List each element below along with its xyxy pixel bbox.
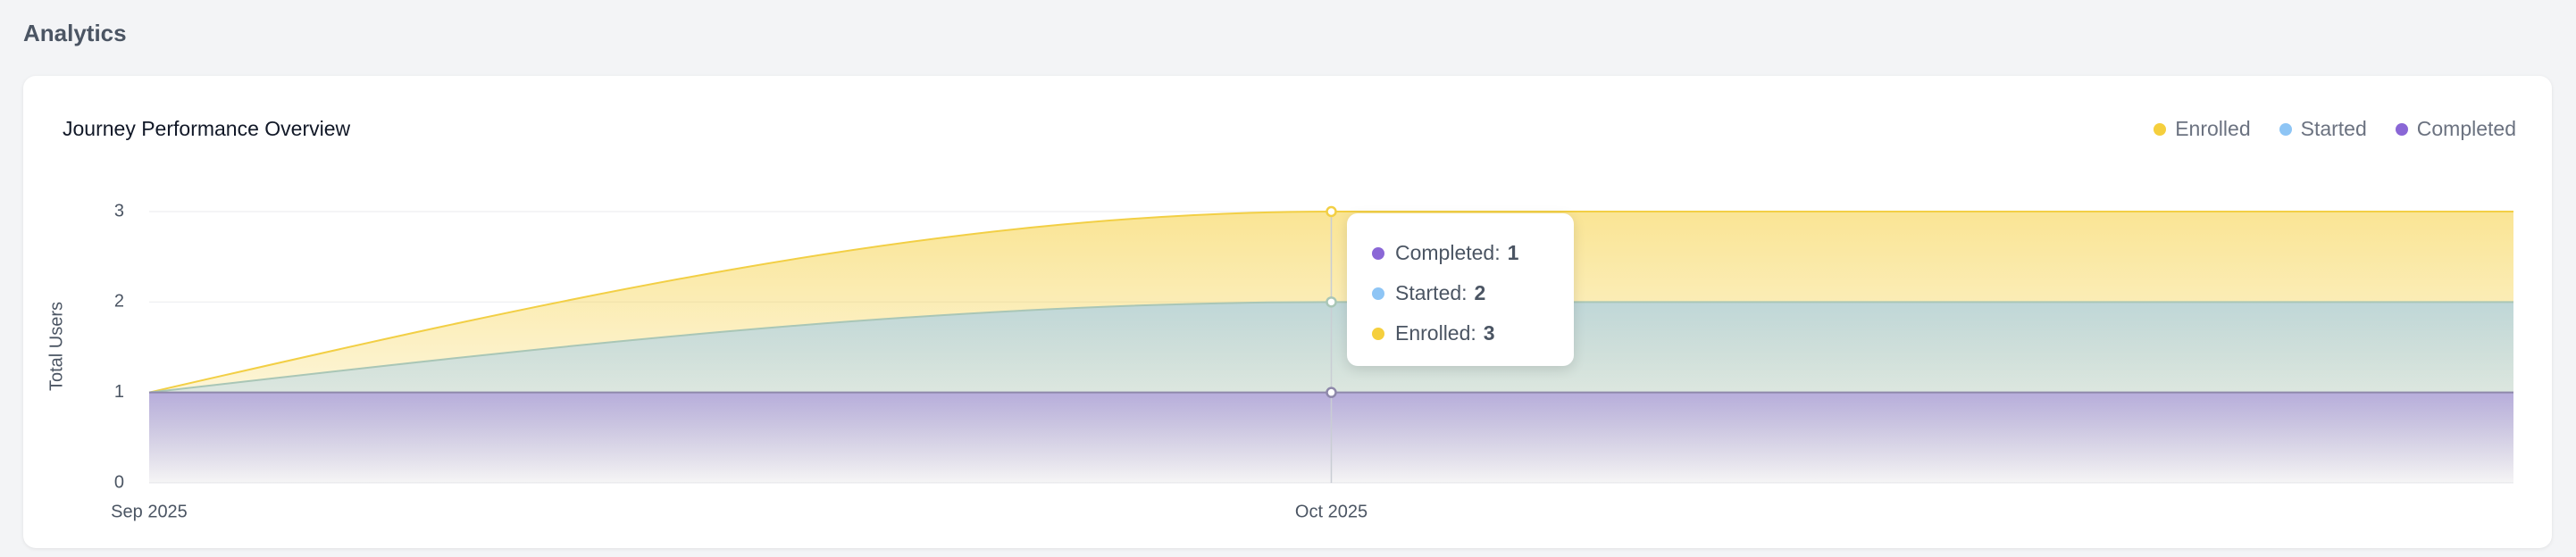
tooltip: Completed 1 Started 2 Enrolled 3 bbox=[1347, 213, 1574, 366]
x-tick-label: Oct 2025 bbox=[1295, 502, 1367, 521]
tooltip-value: 3 bbox=[1483, 321, 1495, 345]
tooltip-dot bbox=[1372, 246, 1384, 260]
tooltip-row: Started 2 bbox=[1372, 273, 1574, 313]
y-tick-label: 3 bbox=[114, 201, 124, 220]
legend-dot bbox=[2154, 122, 2167, 136]
tooltip-value: 2 bbox=[1474, 281, 1486, 304]
legend-label: Enrolled bbox=[2175, 117, 2251, 140]
tooltip-row: Completed 1 bbox=[1372, 233, 1574, 273]
tooltip-name: Enrolled bbox=[1395, 321, 1476, 345]
y-tick-label: 0 bbox=[114, 472, 124, 492]
legend-label: Completed bbox=[2416, 117, 2516, 140]
legend-item[interactable]: Enrolled bbox=[2154, 117, 2251, 141]
legend-dot bbox=[2279, 122, 2292, 136]
hover-point bbox=[1326, 296, 1337, 308]
legend[interactable]: Enrolled Started Completed bbox=[2154, 117, 2516, 141]
hover-point bbox=[1326, 387, 1337, 398]
legend-item[interactable]: Completed bbox=[2395, 117, 2516, 141]
page-title: Analytics bbox=[23, 20, 127, 46]
y-tick-label: 2 bbox=[114, 292, 124, 312]
chart-card: 0 1 2 3 Sep 2025 Oct 2025 Total Users Journey … bbox=[23, 76, 2552, 548]
tooltip-dot bbox=[1372, 287, 1384, 300]
legend-item[interactable]: Started bbox=[2279, 117, 2367, 141]
legend-dot bbox=[2395, 122, 2408, 136]
tooltip-name: Completed bbox=[1395, 241, 1501, 265]
tooltip-value: 1 bbox=[1507, 241, 1519, 264]
y-tick-label: 1 bbox=[114, 382, 124, 402]
tooltip-row: Enrolled 3 bbox=[1372, 313, 1574, 353]
tooltip-name: Started bbox=[1395, 281, 1468, 305]
tooltip-dot bbox=[1372, 327, 1384, 340]
x-tick-label: Sep 2025 bbox=[111, 502, 188, 521]
y-axis-label: Total Users bbox=[46, 302, 66, 391]
hover-point bbox=[1326, 205, 1337, 218]
chart-title: Journey Performance Overview bbox=[63, 117, 351, 140]
legend-label: Started bbox=[2300, 117, 2367, 140]
